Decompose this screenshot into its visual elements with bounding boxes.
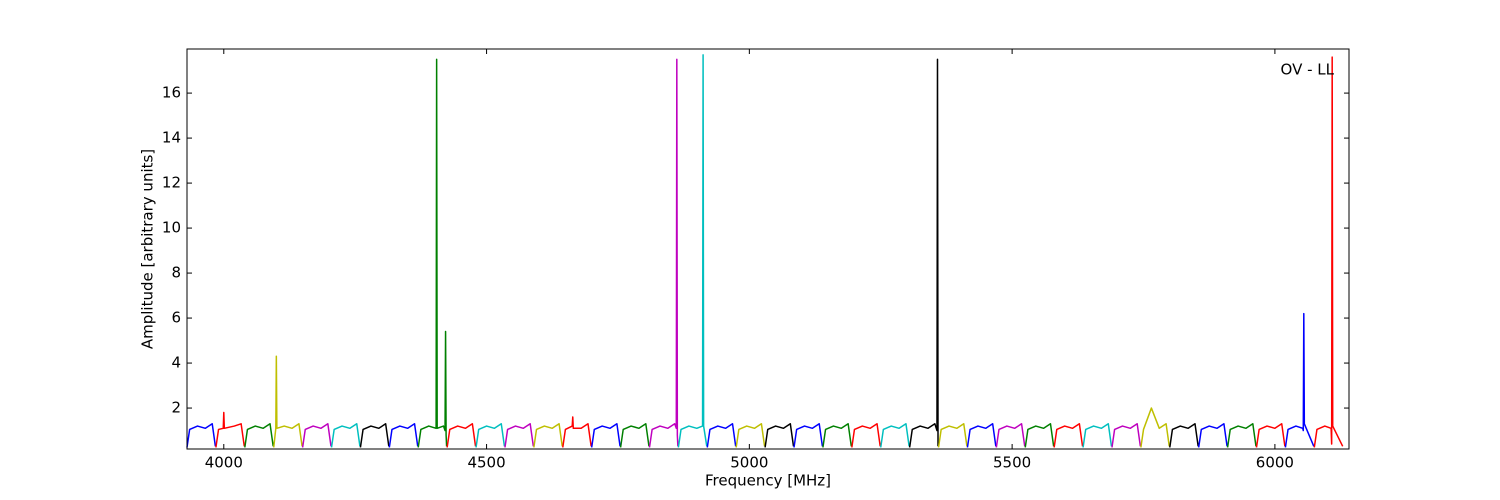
plot-frame [186,48,1350,450]
spectrum-line [1082,423,1113,448]
spectrum-line [475,423,506,448]
y-tick-label: 16 [162,84,181,102]
x-tick-label: 4500 [467,454,505,472]
spectrum-line [562,416,592,448]
spectrum-line [215,411,246,448]
x-tick-label: 6000 [1256,454,1294,472]
spectrum-line [186,423,217,448]
y-tick-label: 12 [162,174,181,192]
spectrum-line [272,355,303,448]
spectrum-line [648,58,679,448]
spectrum-line [1284,312,1315,448]
spectrum-line [908,58,939,448]
spectrum-line [388,423,419,448]
spectrum-line [619,423,650,448]
spectrum-line [764,423,795,448]
spectrum-line [851,423,881,448]
spectrum-line [1313,56,1344,448]
spectrum-line [330,423,361,448]
spectrum-line [793,423,824,448]
spectrum-line [706,423,737,448]
spectrum-line [1024,423,1055,448]
y-axis-label: Amplitude [arbitrary units] [139,149,157,349]
spectrum-line [359,423,390,448]
spectrum-line [1140,407,1171,448]
spectrum-line [1226,423,1257,448]
y-tick-label: 10 [162,219,181,237]
spectrum-line [504,423,535,448]
y-tick-label: 14 [162,129,181,147]
x-axis-label: Frequency [MHz] [705,472,831,490]
spectrum-line [1169,423,1199,448]
y-tick-label: 8 [171,264,181,282]
spectrum-line [1197,423,1228,448]
spectrum-line [995,423,1026,448]
spectrum-line [937,423,968,448]
spectrum-line [966,423,997,448]
y-tick-label: 2 [171,399,181,417]
spectrum-line [822,423,853,448]
x-tick-label: 5000 [730,454,768,472]
spectrum-line [301,423,332,448]
spectrum-line [244,423,274,448]
spectrum-line [735,423,766,448]
x-tick-label: 4000 [205,454,243,472]
spectrum-line [446,423,477,448]
spectrum-line [417,58,448,448]
spectrum-line [677,54,708,448]
spectrum-line [1053,423,1084,448]
spectrum-line [1111,423,1142,448]
y-tick-label: 6 [171,309,181,327]
annotation: OV - LL [1281,61,1335,79]
spectrum-line [533,423,563,448]
x-tick-label: 5500 [993,454,1031,472]
y-tick-label: 4 [171,354,181,372]
spectrum-line [879,423,910,448]
spectrum-line [1255,423,1286,448]
spectrum-line [590,423,621,448]
